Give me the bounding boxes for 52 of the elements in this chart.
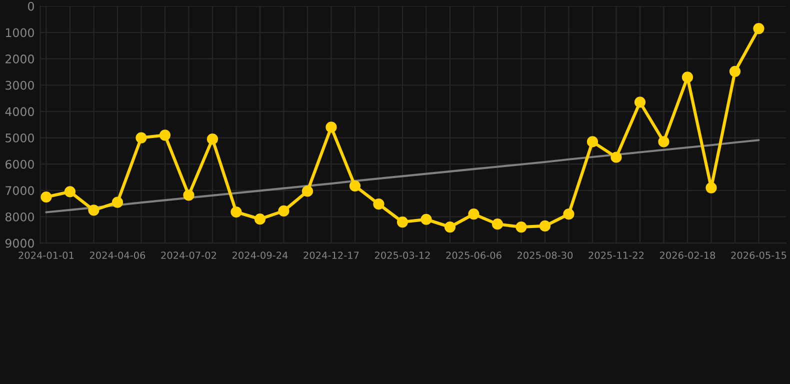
x-tick-label: 2026-05-15	[731, 252, 786, 259]
point	[302, 186, 314, 197]
point	[563, 208, 574, 220]
y-tick-label: 0	[28, 2, 34, 11]
x-tick-label: 2025-03-12	[374, 252, 430, 259]
x-tick-label: 2024-09-24	[232, 252, 288, 259]
point	[468, 208, 480, 220]
point	[658, 136, 670, 148]
point	[206, 134, 218, 145]
point	[278, 205, 290, 217]
x-tick-label: 2024-12-17	[304, 252, 359, 259]
y-tick-label: 4000	[5, 107, 34, 116]
point	[444, 221, 456, 233]
point	[516, 221, 527, 233]
y-tick-label: 8000	[5, 212, 34, 222]
point	[420, 214, 432, 225]
x-tick-label: 2024-01-01	[18, 252, 74, 259]
point	[112, 196, 124, 208]
point	[326, 122, 337, 133]
y-tick-label: 9000	[5, 238, 34, 248]
point	[634, 96, 646, 108]
point	[230, 206, 242, 218]
point	[349, 180, 361, 192]
x-tick-label: 2024-04-06	[90, 252, 146, 259]
point	[682, 72, 694, 83]
point	[753, 22, 764, 34]
point	[254, 214, 266, 225]
y-tick-label: 6000	[6, 160, 34, 169]
point	[539, 220, 551, 232]
point	[492, 218, 504, 230]
y-tick-label: 7000	[6, 186, 34, 196]
y-tick-label: 1000	[6, 28, 34, 38]
x-tick-label: 2026-02-18	[660, 252, 716, 259]
point	[373, 198, 384, 210]
point	[88, 204, 100, 216]
point	[183, 190, 194, 201]
point	[40, 191, 52, 203]
point	[706, 182, 717, 194]
y-tick-label: 2000	[6, 54, 34, 64]
point	[586, 136, 598, 148]
point	[136, 132, 147, 144]
point	[64, 186, 76, 198]
x-tick-label: 2025-08-30	[517, 252, 573, 259]
x-tick-label: 2024-07-02	[161, 252, 216, 259]
x-tick-label: 2025-06-06	[446, 252, 502, 259]
point	[729, 66, 741, 77]
y-tick-label: 3000	[6, 80, 34, 90]
point	[396, 216, 408, 228]
x-tick-label: 2025-11-22	[588, 252, 644, 259]
point	[610, 152, 622, 163]
point	[159, 130, 171, 141]
y-tick-label: 5000	[6, 133, 34, 142]
